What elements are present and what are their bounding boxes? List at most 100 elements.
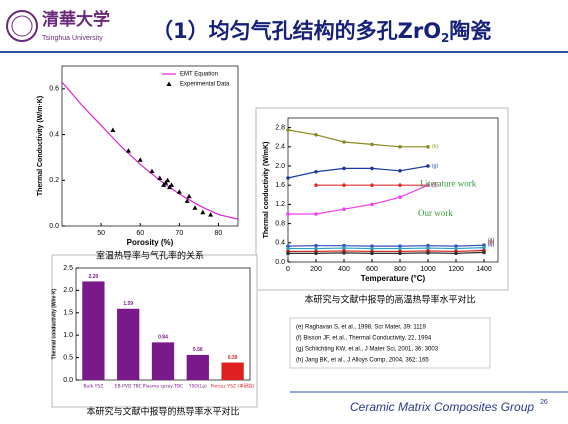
data-line	[288, 249, 485, 253]
y-tick-label: 2.0	[275, 163, 285, 170]
footer-group: Ceramic Matrix Composites Group	[350, 400, 534, 414]
value-label: 1.59	[123, 301, 133, 307]
data-point	[286, 251, 290, 256]
x-tick-label: 400	[338, 266, 350, 273]
caption: 本研究与文献中报导的高温热导率水平对比	[304, 294, 475, 306]
data-point	[426, 246, 430, 250]
y-tick-label: 2.4	[275, 144, 285, 151]
legend-label: EMT Equation	[180, 72, 218, 78]
x-axis-label: Temperature (°C)	[361, 274, 426, 283]
data-point	[342, 246, 346, 250]
data-point	[314, 183, 318, 187]
x-tick-label: 600	[366, 266, 378, 273]
annotation: Literature work	[420, 178, 477, 188]
data-point	[314, 243, 318, 248]
slide-title: （1）均匀气孔结构的多孔ZrO2陶瓷	[152, 19, 491, 45]
logo-text: 清華大学	[42, 9, 110, 30]
data-point	[398, 183, 402, 187]
data-line	[288, 184, 429, 215]
y-tick-label: 0.0	[275, 259, 285, 266]
data-point	[176, 189, 182, 194]
data-point	[342, 183, 346, 187]
data-point	[208, 212, 214, 217]
y-tick-label: 0.8	[275, 220, 285, 227]
plot-frame	[61, 65, 239, 227]
series-label: (c)	[488, 241, 494, 247]
data-line	[288, 251, 485, 254]
annotation: Our work	[418, 208, 453, 218]
value-label: 2.20	[89, 274, 99, 280]
data-point	[110, 127, 116, 132]
data-point	[167, 184, 173, 190]
data-point	[426, 251, 430, 255]
data-point	[342, 140, 346, 144]
series-label: (f)	[432, 183, 437, 189]
y-tick-label: 0.4	[49, 131, 59, 138]
series-label: (g)	[432, 163, 438, 169]
reference: (g) Schlichting KW, et al., J Mater Sci,…	[296, 347, 439, 353]
reference: (f) Bisson JF, et al., Thermal Conductiv…	[296, 336, 432, 342]
title-subscript: 2	[441, 31, 449, 45]
y-tick-label: 1.0	[63, 332, 73, 339]
logo-sub: Tsinghua University	[42, 35, 103, 42]
data-point	[165, 177, 171, 183]
x-tick-label: 1000	[420, 266, 436, 273]
data-line	[287, 129, 428, 148]
data-point	[370, 246, 374, 251]
bar	[117, 308, 140, 380]
x-tick-label: Bulk YSZ	[83, 384, 103, 390]
logo-emblem-inner	[11, 15, 33, 37]
data-point	[370, 251, 374, 256]
data-point	[370, 183, 374, 187]
y-tick-label: 0.0	[49, 223, 59, 230]
y-tick-label: 0.4	[275, 240, 285, 247]
data-point	[342, 207, 346, 211]
data-point	[482, 245, 486, 250]
data-point	[398, 145, 402, 149]
data-point	[186, 193, 192, 199]
bar	[82, 281, 105, 380]
title-part: （1）均匀气孔结构的多孔ZrO	[152, 19, 441, 43]
data-point	[342, 251, 346, 255]
title-part: 陶瓷	[449, 19, 491, 43]
data-point	[125, 148, 131, 153]
x-tick-label: 80	[215, 230, 223, 237]
x-tick-label: 50	[97, 230, 105, 237]
data-point	[314, 212, 318, 216]
x-tick-label: 800	[394, 266, 406, 273]
data-point	[482, 250, 486, 255]
data-point	[342, 166, 346, 171]
plot-frame	[287, 117, 499, 263]
data-point	[314, 246, 318, 251]
y-tick-label: 0.5	[63, 354, 73, 361]
y-tick-label: 2.8	[275, 124, 285, 131]
x-tick-label: 1200	[448, 266, 464, 273]
data-point	[314, 251, 318, 256]
data-point	[370, 142, 374, 147]
data-point	[286, 246, 290, 251]
data-point	[169, 182, 175, 187]
y-tick-label: 0.2	[49, 177, 59, 184]
bar	[221, 362, 244, 380]
x-tick-label: 200	[310, 266, 322, 273]
page-number: 26	[540, 399, 548, 406]
data-line	[288, 247, 485, 250]
caption: 本研究与文献中报导的热导率水平对比	[86, 406, 239, 418]
data-point	[286, 128, 290, 132]
data-line	[287, 244, 485, 247]
series-label: (a)	[488, 238, 494, 244]
x-tick-label: 1400	[476, 266, 492, 273]
caption: 室温热导率与气孔率的关系	[96, 250, 204, 262]
reference: (h) Jang BK, et al., J Alloys Comp, 2004…	[296, 358, 429, 364]
data-line	[287, 165, 429, 179]
data-point	[163, 180, 169, 185]
y-axis-label: Thermal conductivity (W/m·K)	[51, 288, 57, 359]
data-point	[200, 209, 206, 215]
y-tick-label: 1.5	[63, 310, 73, 317]
bar	[186, 354, 209, 380]
x-tick-label: 0	[286, 266, 290, 273]
x-tick-label: YSO(La)	[188, 384, 207, 390]
y-axis-label: Thermal Conductivity (W/m·K)	[37, 96, 44, 196]
x-tick-label: Porous YSZ (本研究)	[211, 383, 255, 390]
